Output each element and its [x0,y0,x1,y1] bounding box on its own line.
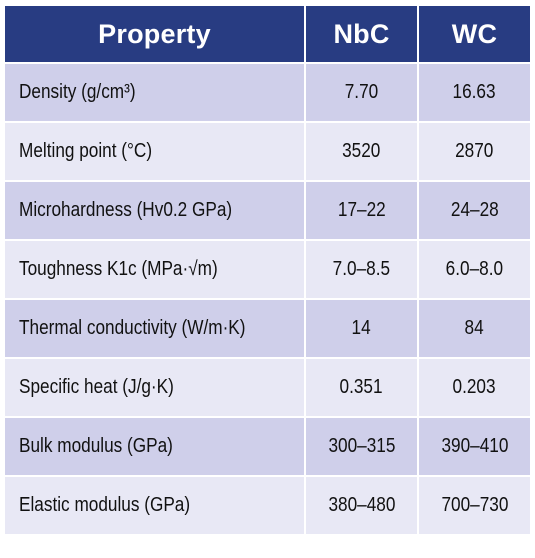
wc-value-cell-text: 6.0–8.0 [445,258,504,280]
nbc-value-cell: 380–480 [304,475,419,536]
header-wc: WC [417,4,532,64]
wc-value-cell: 390–410 [417,416,532,477]
nbc-value-cell: 7.70 [304,62,419,123]
wc-value-cell: 16.63 [417,62,532,123]
table-row: Bulk modulus (GPa) 300–315 390–410 [3,416,532,477]
nbc-value-cell-text: 7.70 [344,81,379,103]
table-row: Density (g/cm³) 7.70 16.63 [3,62,532,123]
wc-value-cell: 0.203 [417,357,532,418]
nbc-value-cell-text: 380–480 [328,494,395,516]
table-body: Density (g/cm³) 7.70 16.63 Melting point (°… [3,62,532,536]
nbc-value-cell: 0.351 [304,357,419,418]
property-cell-text: Density (g/cm³) [19,81,136,103]
wc-value-cell: 24–28 [417,180,532,241]
nbc-value-cell: 300–315 [304,416,419,477]
property-cell: Specific heat (J/g·K) [3,357,306,418]
property-cell: Elastic modulus (GPa) [3,475,306,536]
wc-value-cell: 2870 [417,121,532,182]
nbc-value-cell: 14 [304,298,419,359]
header-nbc: NbC [304,4,419,64]
nbc-value-cell: 17–22 [304,180,419,241]
wc-value-cell: 700–730 [417,475,532,536]
nbc-value-cell-text: 0.351 [339,376,384,398]
wc-value-cell: 84 [417,298,532,359]
wc-value-cell-text: 2870 [455,140,494,162]
property-cell: Microhardness (Hv0.2 GPa) [3,180,306,241]
nbc-value-cell: 7.0–8.5 [304,239,419,300]
property-cell-text: Specific heat (J/g·K) [19,376,174,398]
table-row: Thermal conductivity (W/m·K) 14 84 [3,298,532,359]
property-cell-text: Thermal conductivity (W/m·K) [19,317,246,339]
property-cell: Bulk modulus (GPa) [3,416,306,477]
nbc-value-cell: 3520 [304,121,419,182]
header-property: Property [3,4,306,64]
property-cell: Toughness K1c (MPa·√m) [3,239,306,300]
nbc-value-cell-text: 300–315 [328,435,395,457]
wc-value-cell-text: 84 [464,317,485,339]
header-row: Property NbC WC [3,4,532,64]
property-cell-text: Bulk modulus (GPa) [19,435,173,457]
wc-value-cell-text: 0.203 [452,376,497,398]
properties-table: Property NbC WC Density (g/cm³) 7.70 16.63… [3,4,532,536]
table-row: Elastic modulus (GPa) 380–480 700–730 [3,475,532,536]
nbc-value-cell-text: 7.0–8.5 [332,258,391,280]
property-cell-text: Elastic modulus (GPa) [19,494,191,516]
wc-value-cell-text: 16.63 [452,81,497,103]
table-row: Toughness K1c (MPa·√m) 7.0–8.5 6.0–8.0 [3,239,532,300]
wc-value-cell: 6.0–8.0 [417,239,532,300]
nbc-value-cell-text: 14 [351,317,372,339]
wc-value-cell-text: 390–410 [441,435,508,457]
wc-value-cell-text: 24–28 [450,199,499,221]
property-cell: Thermal conductivity (W/m·K) [3,298,306,359]
table-row: Microhardness (Hv0.2 GPa) 17–22 24–28 [3,180,532,241]
property-cell-text: Toughness K1c (MPa·√m) [19,258,218,280]
property-cell: Melting point (°C) [3,121,306,182]
nbc-value-cell-text: 17–22 [337,199,386,221]
table-row: Melting point (°C) 3520 2870 [3,121,532,182]
wc-value-cell-text: 700–730 [441,494,508,516]
table-row: Specific heat (J/g·K) 0.351 0.203 [3,357,532,418]
property-cell-text: Microhardness (Hv0.2 GPa) [19,199,233,221]
property-cell: Density (g/cm³) [3,62,306,123]
nbc-value-cell-text: 3520 [342,140,381,162]
property-cell-text: Melting point (°C) [19,140,153,162]
